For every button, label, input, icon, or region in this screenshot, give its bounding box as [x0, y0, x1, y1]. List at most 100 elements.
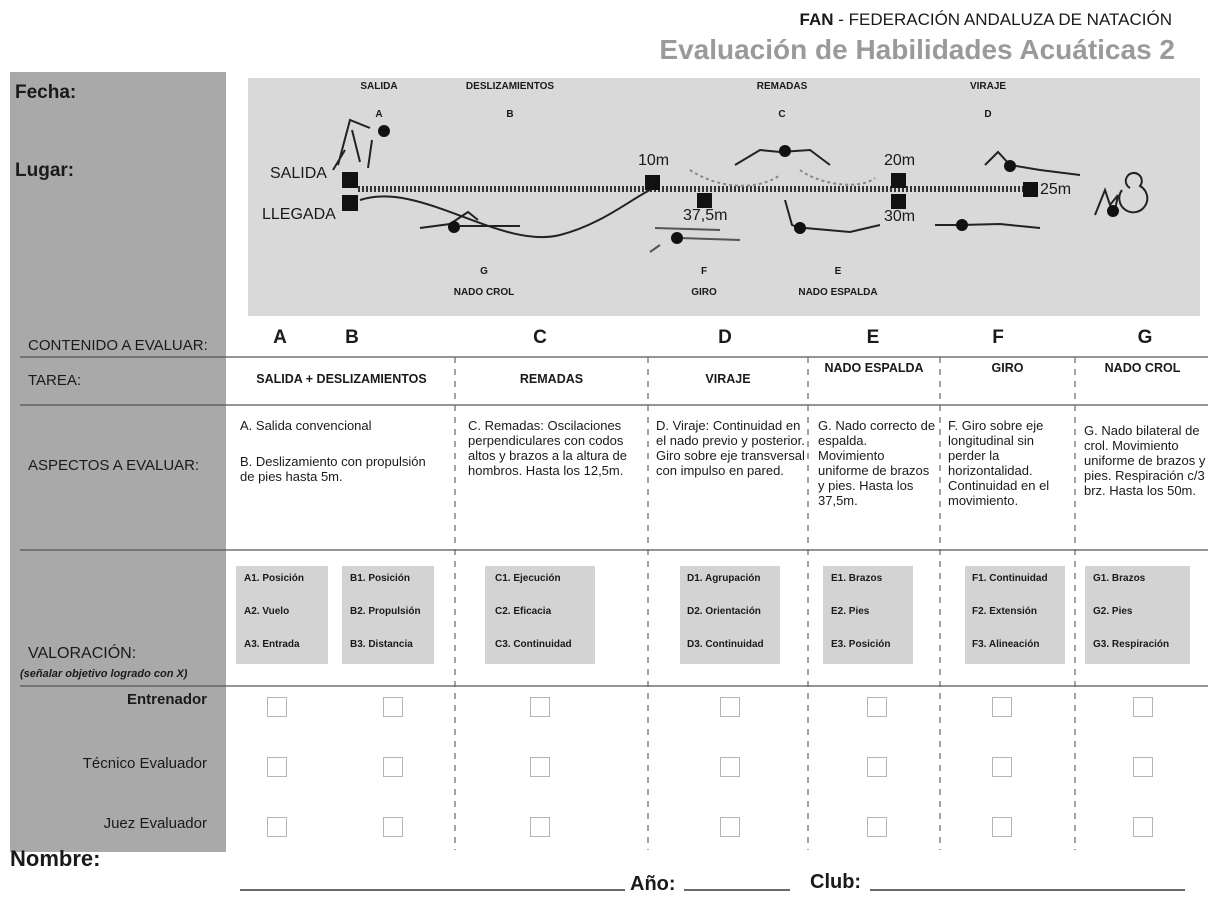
checkbox[interactable] — [267, 697, 287, 717]
rating-item: A1. Posición — [244, 573, 305, 584]
content-label: CONTENIDO A EVALUAR: — [28, 337, 208, 354]
rating-item: C2. Eficacia — [495, 606, 552, 617]
aspect-text: C. Remadas: Oscilaciones perpendiculares… — [468, 418, 627, 478]
rating-item: F2. Extensión — [972, 606, 1038, 617]
column-dividers — [454, 357, 1076, 850]
rating-item: B3. Distancia — [350, 639, 413, 650]
checkbox[interactable] — [1133, 697, 1153, 717]
station-name: SALIDA — [360, 81, 398, 92]
checkbox[interactable] — [267, 757, 287, 777]
checkbox[interactable] — [867, 757, 887, 777]
date-label: Fecha: — [15, 82, 77, 103]
column-letter: D — [718, 327, 732, 348]
checkbox[interactable] — [720, 697, 740, 717]
checkbox[interactable] — [267, 817, 287, 837]
aspect-text: A. Salida convencional — [240, 418, 372, 433]
distance-mark: 25m — [1040, 181, 1072, 198]
checkbox[interactable] — [530, 757, 550, 777]
task-label: TAREA: — [28, 372, 82, 389]
station-letter: D — [984, 109, 992, 120]
organization: FAN - FEDERACIÓN ANDALUZA DE NATACIÓN — [800, 10, 1172, 30]
org-name: - FEDERACIÓN ANDALUZA DE NATACIÓN — [833, 10, 1172, 29]
year-label: Año: — [630, 873, 676, 895]
lane-markers — [342, 172, 1038, 211]
checkbox[interactable] — [867, 697, 887, 717]
rating-label: VALORACIÓN: — [28, 645, 137, 662]
distance-mark: 20m — [884, 152, 916, 169]
task: NADO ESPALDA — [824, 361, 924, 375]
task: SALIDA + DESLIZAMIENTOS — [256, 372, 427, 386]
rating-item: G1. Brazos — [1093, 573, 1146, 584]
aspect-text: B. Deslizamiento con propulsión de pies … — [240, 454, 426, 484]
rating-item: C3. Continuidad — [495, 639, 572, 650]
checkbox[interactable] — [720, 817, 740, 837]
column-letter: G — [1137, 327, 1153, 348]
task: GIRO — [991, 361, 1024, 375]
side-column — [10, 72, 226, 852]
rating-item: E3. Posición — [831, 639, 891, 650]
checkbox[interactable] — [383, 697, 403, 717]
station-name: GIRO — [691, 287, 717, 298]
checkbox[interactable] — [992, 817, 1012, 837]
rating-item: D3. Continuidad — [687, 639, 764, 650]
rating-boxes — [236, 566, 1190, 664]
checkbox[interactable] — [1133, 757, 1153, 777]
place-label: Lugar: — [15, 160, 75, 181]
table-rules — [20, 356, 1208, 687]
org-abbr: FAN — [799, 10, 834, 29]
station-letter: A — [375, 109, 383, 120]
rating-note: (señalar objetivo logrado con X) — [20, 668, 188, 680]
station-name: VIRAJE — [969, 81, 1007, 92]
checkbox[interactable] — [720, 757, 740, 777]
checkbox[interactable] — [383, 757, 403, 777]
station-letter: B — [506, 109, 514, 120]
column-letter: C — [533, 327, 547, 348]
station-name: NADO CROL — [453, 287, 515, 298]
rating-item: F3. Alineación — [972, 639, 1040, 650]
finish-label: LLEGADA — [262, 206, 336, 223]
rating-item: A2. Vuelo — [244, 606, 290, 617]
club-label: Club: — [810, 871, 862, 893]
station-letter: F — [700, 266, 708, 277]
aspect-text: Giro sobre eje transversal con impulso e… — [656, 448, 805, 478]
column-letter: A — [273, 327, 287, 348]
station-name: NADO ESPALDA — [798, 287, 878, 298]
aspect-text: G. Nado correcto de espalda. Movimiento … — [818, 418, 936, 508]
pool-diagram — [248, 78, 1200, 316]
start-label: SALIDA — [270, 165, 327, 182]
task: NADO CROL — [1104, 361, 1181, 375]
rating-item: D1. Agrupación — [687, 573, 761, 584]
checkbox[interactable] — [992, 757, 1012, 777]
station-name: DESLIZAMIENTOS — [465, 81, 555, 92]
role-label: Técnico Evaluador — [82, 755, 207, 772]
checkbox[interactable] — [530, 697, 550, 717]
checkbox[interactable] — [1133, 817, 1153, 837]
rating-item: E2. Pies — [831, 606, 870, 617]
form-title: Evaluación de Habilidades Acuáticas 2 — [659, 34, 1175, 65]
task: REMADAS — [519, 372, 584, 386]
rating-item: A3. Entrada — [244, 639, 300, 650]
distance-mark: 10m — [638, 152, 670, 169]
aspects-label: ASPECTOS A EVALUAR: — [28, 457, 200, 474]
rating-item: G3. Respiración — [1093, 639, 1170, 650]
rating-item: D2. Orientación — [687, 606, 761, 617]
station-name: REMADAS — [756, 81, 808, 92]
aspect-text: G. Nado bilateral de crol. Movimiento un… — [1084, 423, 1206, 498]
role-label: Juez Evaluador — [103, 815, 207, 832]
station-letter: E — [834, 266, 842, 277]
checkbox[interactable] — [867, 817, 887, 837]
rating-item: G2. Pies — [1093, 606, 1133, 617]
checkbox[interactable] — [383, 817, 403, 837]
station-letter: G — [480, 266, 488, 277]
column-letter: B — [345, 327, 359, 348]
station-letter: C — [778, 109, 786, 120]
column-letter: E — [866, 327, 880, 348]
aspect-text: F. Giro sobre eje longitudinal sin perde… — [948, 418, 1050, 508]
distance-mark: 30m — [884, 208, 916, 225]
swimmer-heads — [378, 125, 1119, 244]
rating-item: B2. Propulsión — [350, 606, 421, 617]
checkbox[interactable] — [992, 697, 1012, 717]
column-letter: F — [992, 327, 1004, 348]
checkbox[interactable] — [530, 817, 550, 837]
